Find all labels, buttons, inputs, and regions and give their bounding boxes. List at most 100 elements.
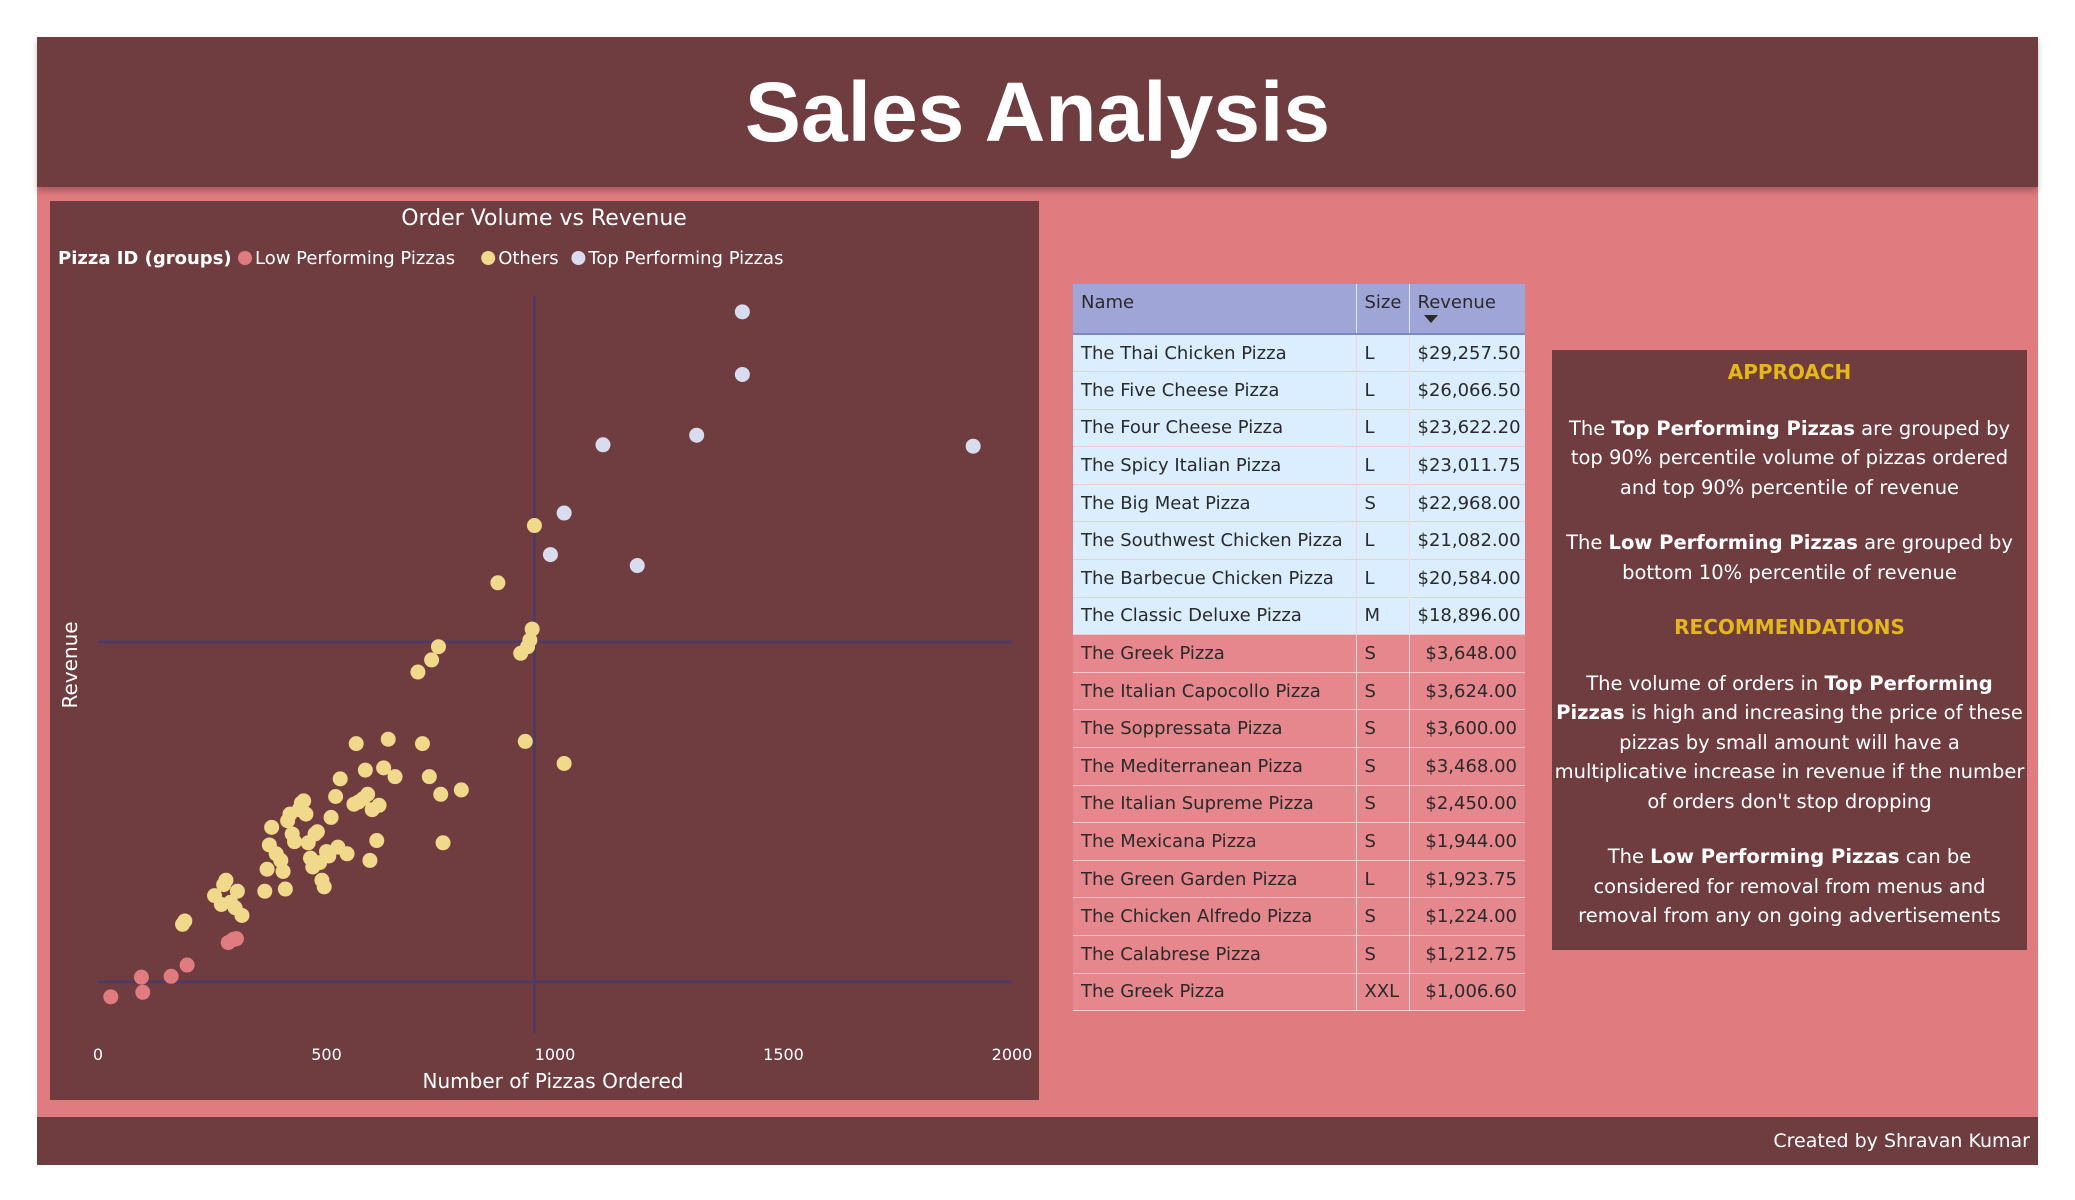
data-point <box>430 639 446 655</box>
cell-size: L <box>1355 334 1410 373</box>
x-axis-label: Number of Pizzas Ordered <box>423 1069 684 1093</box>
column-header-name[interactable]: Name <box>1073 284 1356 335</box>
cell-revenue: $23,011.75 <box>1409 446 1525 485</box>
cell-name: The Greek Pizza <box>1073 973 1356 1012</box>
table-row[interactable]: The Barbecue Chicken Pizza L $20,584.00 <box>1073 559 1525 598</box>
recommendation-paragraph-1: The volume of orders in Top Performing P… <box>1552 669 2027 817</box>
data-point <box>257 883 273 899</box>
cell-size: S <box>1355 484 1410 523</box>
cell-size: L <box>1355 521 1410 561</box>
data-point <box>360 786 376 802</box>
cell-size: L <box>1355 409 1410 448</box>
data-point <box>229 883 245 899</box>
y-axis-label: Revenue <box>58 621 82 708</box>
cell-name: The Chicken Alfredo Pizza <box>1073 897 1356 936</box>
cell-name: The Italian Capocollo Pizza <box>1073 672 1356 711</box>
cell-revenue: $18,896.00 <box>1409 597 1525 636</box>
cell-revenue: $20,584.00 <box>1409 559 1525 598</box>
data-point <box>734 304 750 320</box>
table-row[interactable]: The Mediterranean Pizza S $3,468.00 <box>1073 747 1525 786</box>
cell-name: The Classic Deluxe Pizza <box>1073 597 1356 636</box>
cell-name: The Soppressata Pizza <box>1073 709 1356 749</box>
data-point <box>490 575 506 591</box>
data-point <box>264 819 280 835</box>
column-header-size[interactable]: Size <box>1355 284 1410 335</box>
data-point <box>734 366 750 382</box>
insights-panel: APPROACH The Top Performing Pizzas are g… <box>1552 350 2027 950</box>
cell-name: The Calabrese Pizza <box>1073 935 1356 974</box>
cell-size: S <box>1355 709 1410 749</box>
table-row[interactable]: The Italian Capocollo Pizza S $3,624.00 <box>1073 672 1525 711</box>
data-point <box>218 872 234 888</box>
data-point <box>689 427 705 443</box>
bold-span: Top Performing Pizzas <box>1556 671 1993 725</box>
table-row[interactable]: The Chicken Alfredo Pizza S $1,224.00 <box>1073 897 1525 936</box>
cell-revenue: $1,006.60 <box>1409 973 1525 1012</box>
cell-revenue: $1,224.00 <box>1409 897 1525 936</box>
legend-item-label: Low Performing Pizzas <box>255 248 455 269</box>
data-point <box>287 834 303 850</box>
cell-revenue: $23,622.20 <box>1409 409 1525 448</box>
cell-revenue: $3,468.00 <box>1409 747 1525 786</box>
table-header-row: Name Size Revenue <box>1073 284 1525 335</box>
data-point <box>524 621 540 637</box>
pizza-revenue-table: Name Size Revenue The Thai Chicken Pizza… <box>1073 284 1525 1012</box>
cell-revenue: $22,968.00 <box>1409 484 1525 523</box>
table-row[interactable]: The Greek Pizza S $3,648.00 <box>1073 634 1525 673</box>
cell-revenue: $1,944.00 <box>1409 822 1525 861</box>
sort-descending-icon <box>1423 315 1438 323</box>
cell-name: The Spicy Italian Pizza <box>1073 446 1356 485</box>
data-point <box>275 863 291 879</box>
scatter-chart[interactable]: Order Volume vs Revenue Pizza ID (groups)… <box>50 201 1039 1100</box>
data-point <box>414 736 430 752</box>
text-span: are grouped by top 90% percentile volume… <box>1570 416 2011 499</box>
pizza-table-container: Name Size Revenue The Thai Chicken Pizza… <box>1073 284 1525 1012</box>
legend-title: Pizza ID (groups) <box>58 248 232 269</box>
page-title: Sales Analysis <box>744 65 1331 159</box>
table-row[interactable]: The Greek Pizza XXL $1,006.60 <box>1073 973 1525 1012</box>
data-point <box>421 769 437 785</box>
chart-title: Order Volume vs Revenue <box>401 206 687 231</box>
data-point <box>369 833 385 849</box>
cell-name: The Mediterranean Pizza <box>1073 747 1356 786</box>
table-row[interactable]: The Italian Supreme Pizza S $2,450.00 <box>1073 785 1525 824</box>
data-point <box>348 736 364 752</box>
table-row[interactable]: The Five Cheese Pizza L $26,066.50 <box>1073 371 1525 410</box>
column-header-revenue[interactable]: Revenue <box>1409 284 1525 335</box>
cell-size: S <box>1355 785 1410 824</box>
data-point <box>556 755 572 771</box>
cell-size: S <box>1355 822 1410 861</box>
cell-revenue: $3,624.00 <box>1409 672 1525 711</box>
data-point <box>234 907 250 923</box>
data-point <box>298 806 314 822</box>
table-row[interactable]: The Thai Chicken Pizza L $29,257.50 <box>1073 334 1525 373</box>
data-point <box>387 769 403 785</box>
cell-revenue: $3,600.00 <box>1409 709 1525 749</box>
legend-marker-icon <box>481 251 496 265</box>
legend-item-label: Others <box>498 248 559 269</box>
table-row[interactable]: The Calabrese Pizza S $1,212.75 <box>1073 935 1525 974</box>
data-point <box>435 835 451 851</box>
table-row[interactable]: The Green Garden Pizza L $1,923.75 <box>1073 860 1525 899</box>
text-span: are grouped by bottom 10% percentile of … <box>1622 531 2013 584</box>
table-row[interactable]: The Mexicana Pizza S $1,944.00 <box>1073 822 1525 861</box>
data-point <box>965 438 981 454</box>
approach-paragraph-2: The Low Performing Pizzas are grouped by… <box>1552 528 2027 587</box>
cell-size: M <box>1355 597 1410 636</box>
data-point <box>376 760 392 776</box>
table-row[interactable]: The Big Meat Pizza S $22,968.00 <box>1073 484 1525 523</box>
table-row[interactable]: The Four Cheese Pizza L $23,622.20 <box>1073 409 1525 448</box>
footer-bar: Created by Shravan Kumar <box>37 1117 2038 1165</box>
cell-name: The Big Meat Pizza <box>1073 484 1356 523</box>
x-tick-label: 1500 <box>763 1045 804 1064</box>
data-point <box>517 733 533 749</box>
table-row[interactable]: The Southwest Chicken Pizza L $21,082.00 <box>1073 521 1525 561</box>
table-row[interactable]: The Spicy Italian Pizza L $23,011.75 <box>1073 446 1525 485</box>
data-point <box>526 518 542 534</box>
x-tick-label: 0 <box>93 1045 103 1064</box>
table-row[interactable]: The Classic Deluxe Pizza M $18,896.00 <box>1073 597 1525 636</box>
legend-item-label: Top Performing Pizzas <box>587 248 783 269</box>
table-row[interactable]: The Soppressata Pizza S $3,600.00 <box>1073 709 1525 749</box>
data-point <box>163 968 179 984</box>
bold-span: Low Performing Pizzas <box>1650 845 1900 868</box>
